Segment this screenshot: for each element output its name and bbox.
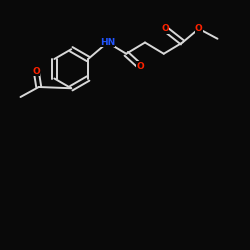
Text: O: O xyxy=(195,24,202,33)
Text: O: O xyxy=(32,67,40,76)
Text: O: O xyxy=(136,62,144,71)
Text: HN: HN xyxy=(100,38,115,47)
Text: O: O xyxy=(161,24,169,33)
